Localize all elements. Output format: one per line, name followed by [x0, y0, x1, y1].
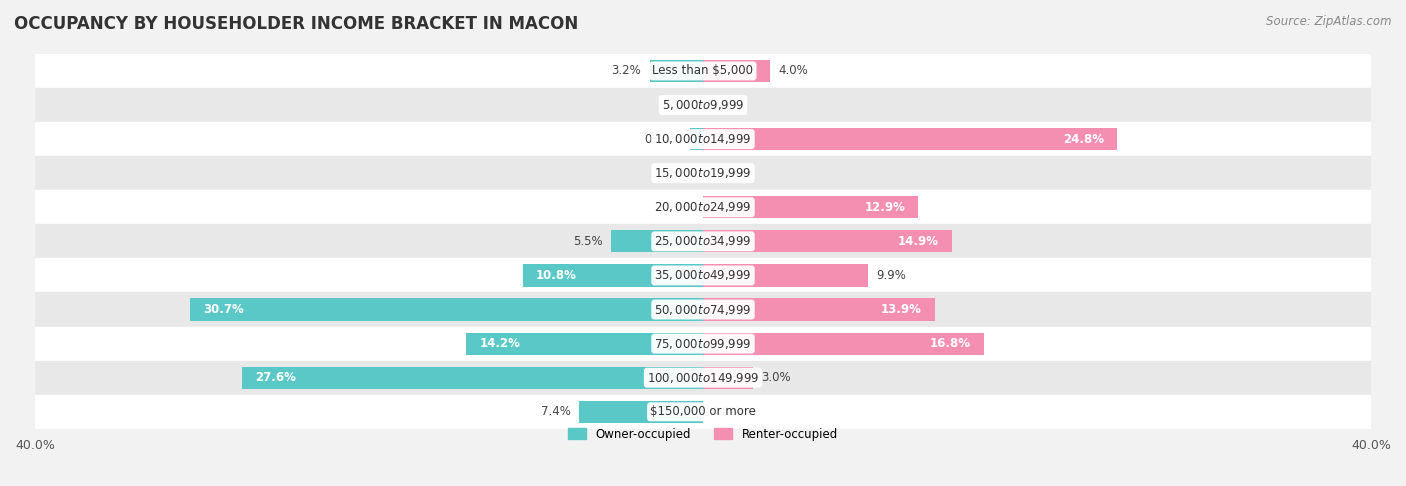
Bar — [35, 259, 1371, 293]
Text: 3.0%: 3.0% — [762, 371, 792, 384]
Bar — [703, 366, 754, 389]
Bar — [465, 332, 703, 355]
Text: 0.0%: 0.0% — [665, 201, 695, 214]
Text: 3.2%: 3.2% — [612, 65, 641, 77]
Bar — [190, 298, 703, 321]
Bar — [612, 230, 703, 252]
Bar — [703, 298, 935, 321]
Text: $25,000 to $34,999: $25,000 to $34,999 — [654, 234, 752, 248]
Text: 27.6%: 27.6% — [256, 371, 297, 384]
Text: 0.0%: 0.0% — [711, 405, 741, 418]
Bar — [35, 190, 1371, 225]
Bar — [703, 264, 869, 287]
Bar — [690, 128, 703, 150]
Text: 0.0%: 0.0% — [665, 99, 695, 111]
Text: 13.9%: 13.9% — [882, 303, 922, 316]
Text: 4.0%: 4.0% — [778, 65, 808, 77]
Bar — [35, 293, 1371, 327]
Text: $15,000 to $19,999: $15,000 to $19,999 — [654, 166, 752, 180]
Text: $20,000 to $24,999: $20,000 to $24,999 — [654, 200, 752, 214]
Text: 0.0%: 0.0% — [665, 167, 695, 180]
Bar — [523, 264, 703, 287]
Bar — [242, 366, 703, 389]
Text: 24.8%: 24.8% — [1063, 133, 1104, 146]
Text: Source: ZipAtlas.com: Source: ZipAtlas.com — [1267, 15, 1392, 28]
Text: 14.9%: 14.9% — [897, 235, 938, 248]
Bar — [35, 225, 1371, 259]
Text: 0.0%: 0.0% — [711, 167, 741, 180]
Bar — [703, 60, 770, 82]
Bar — [703, 128, 1118, 150]
Text: $10,000 to $14,999: $10,000 to $14,999 — [654, 132, 752, 146]
Legend: Owner-occupied, Renter-occupied: Owner-occupied, Renter-occupied — [564, 423, 842, 446]
Text: 12.9%: 12.9% — [865, 201, 905, 214]
Bar — [703, 230, 952, 252]
Bar — [35, 122, 1371, 156]
Text: 0.0%: 0.0% — [711, 99, 741, 111]
Bar — [579, 401, 703, 423]
Text: OCCUPANCY BY HOUSEHOLDER INCOME BRACKET IN MACON: OCCUPANCY BY HOUSEHOLDER INCOME BRACKET … — [14, 15, 578, 33]
Text: Less than $5,000: Less than $5,000 — [652, 65, 754, 77]
Text: 7.4%: 7.4% — [541, 405, 571, 418]
Text: $100,000 to $149,999: $100,000 to $149,999 — [647, 371, 759, 385]
Bar — [650, 60, 703, 82]
Bar — [703, 196, 918, 218]
Bar — [35, 54, 1371, 88]
Text: 9.9%: 9.9% — [877, 269, 907, 282]
Text: $150,000 or more: $150,000 or more — [650, 405, 756, 418]
Bar — [35, 327, 1371, 361]
Text: 0.79%: 0.79% — [644, 133, 682, 146]
Text: 16.8%: 16.8% — [929, 337, 970, 350]
Text: $75,000 to $99,999: $75,000 to $99,999 — [654, 337, 752, 350]
Text: $35,000 to $49,999: $35,000 to $49,999 — [654, 268, 752, 282]
Text: 30.7%: 30.7% — [204, 303, 245, 316]
Text: $5,000 to $9,999: $5,000 to $9,999 — [662, 98, 744, 112]
Bar — [703, 332, 984, 355]
Bar — [35, 156, 1371, 190]
Bar — [35, 395, 1371, 429]
Bar — [35, 88, 1371, 122]
Text: 14.2%: 14.2% — [479, 337, 520, 350]
Text: 5.5%: 5.5% — [574, 235, 603, 248]
Bar — [35, 361, 1371, 395]
Text: 10.8%: 10.8% — [536, 269, 576, 282]
Text: $50,000 to $74,999: $50,000 to $74,999 — [654, 302, 752, 316]
